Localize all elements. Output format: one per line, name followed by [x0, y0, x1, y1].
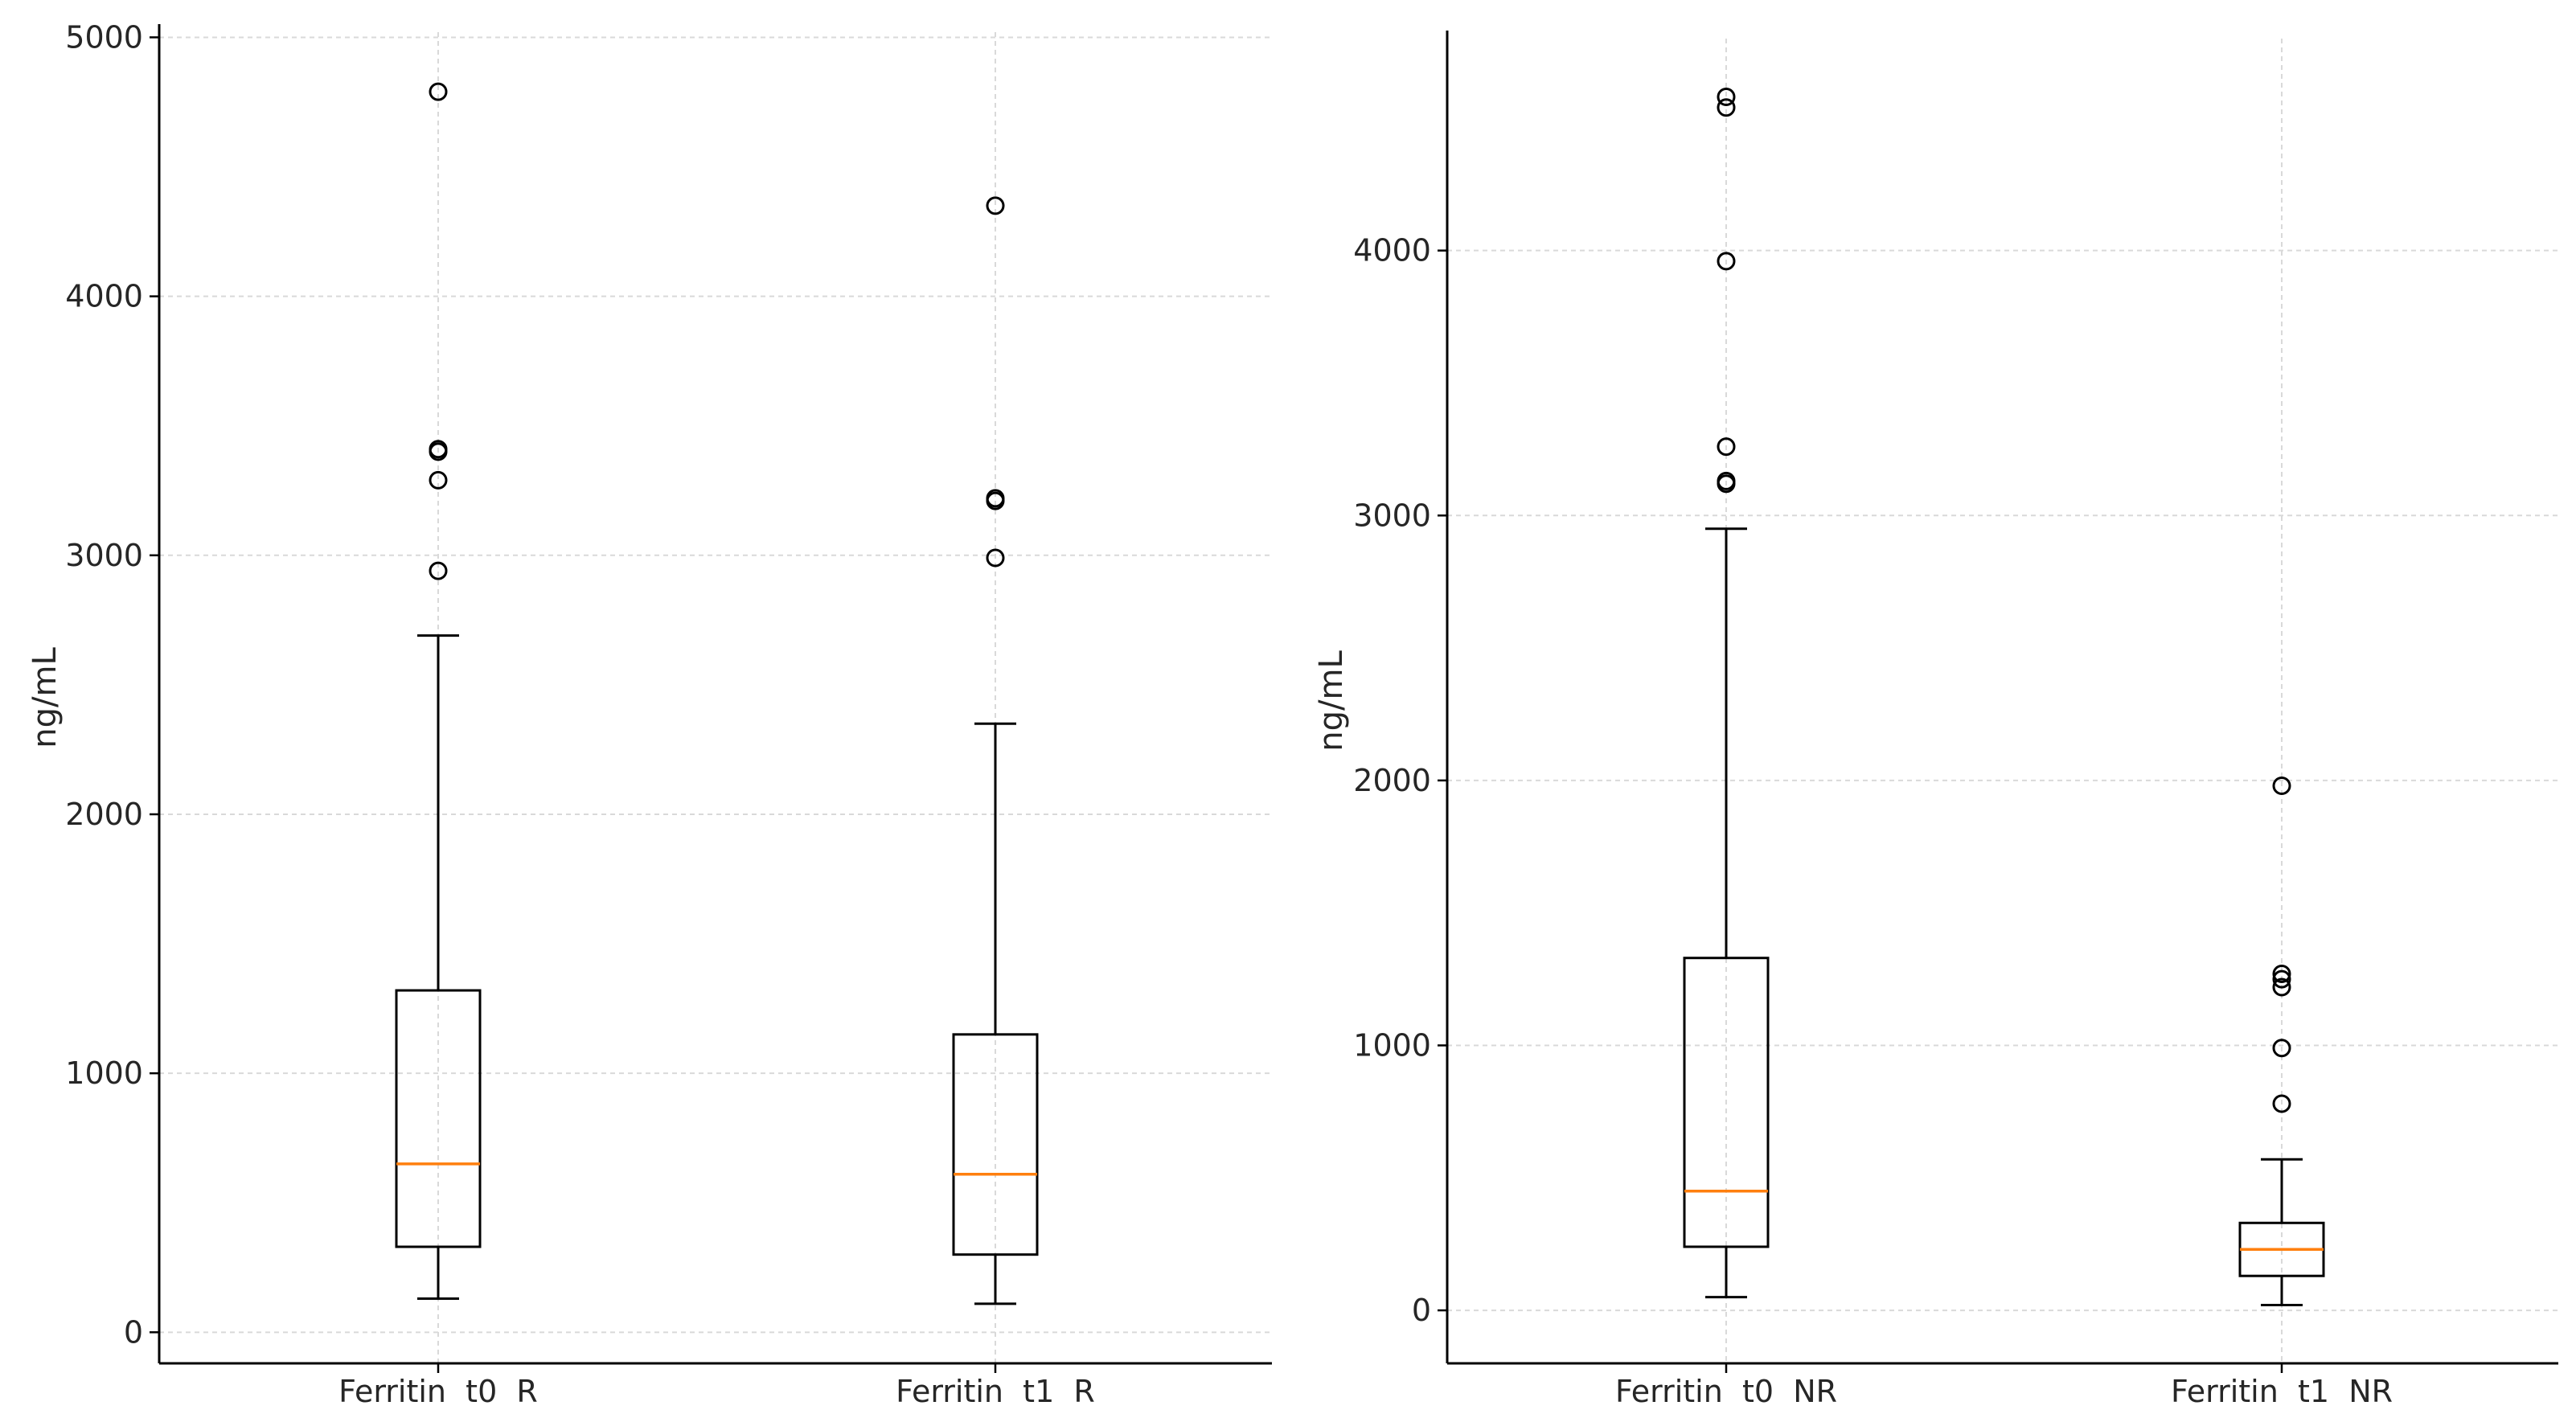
box-2	[952, 196, 1039, 1305]
box-1	[395, 82, 482, 1300]
outlier-point	[2272, 964, 2291, 983]
y-tick-label: 1000	[1353, 1027, 1431, 1063]
chart-panel-2: 0 1000 2000 3000 4000 ng/mL Ferritin t0 NR Ferr…	[1313, 31, 2558, 1409]
y-tick-label: 1000	[65, 1055, 143, 1091]
outlier-point	[986, 196, 1005, 215]
outlier-point	[986, 548, 1005, 568]
iqr-box	[1683, 957, 1770, 1248]
outlier-point	[1717, 98, 1736, 117]
box-1	[1683, 88, 1770, 1299]
outlier-point	[1717, 471, 1736, 490]
outlier-point	[429, 470, 448, 490]
outlier-point	[429, 561, 448, 580]
outlier-point	[2272, 1094, 2291, 1113]
x-tick-label: Ferritin t1 R	[896, 1374, 1095, 1409]
x-tick-label: Ferritin t1 NR	[2171, 1374, 2393, 1409]
y-tick-label: 3000	[1353, 498, 1431, 533]
outlier-point	[429, 440, 448, 459]
outlier-point	[2272, 969, 2291, 989]
y-tick-label: 4000	[65, 279, 143, 314]
x-tick-label: Ferritin t0 R	[338, 1374, 538, 1409]
iqr-box	[952, 1033, 1039, 1256]
y-tick-label: 5000	[65, 19, 143, 55]
outlier-point	[2272, 776, 2291, 795]
chart-panel-1: 0 1000 2000 3000 4000 5000 ng/mL Ferritin t0 R F…	[27, 19, 1272, 1409]
outlier-point	[429, 82, 448, 101]
iqr-box	[395, 989, 482, 1248]
y-tick-label: 2000	[65, 797, 143, 832]
outlier-point	[1717, 88, 1736, 107]
y-tick-label: 2000	[1353, 763, 1431, 798]
outlier-point	[986, 489, 1005, 508]
outlier-point	[1717, 252, 1736, 271]
outlier-point	[2272, 977, 2291, 997]
outlier-point	[2272, 1039, 2291, 1058]
y-tick-label: 0	[124, 1314, 143, 1350]
y-axis-title: ng/mL	[1313, 650, 1350, 752]
y-axis-title: ng/mL	[27, 647, 64, 748]
box-2	[2238, 776, 2325, 1306]
outlier-point	[1717, 437, 1736, 457]
y-tick-label: 3000	[65, 538, 143, 573]
y-tick-label: 0	[1412, 1293, 1431, 1328]
x-tick-label: Ferritin t0 NR	[1615, 1374, 1837, 1409]
y-tick-label: 4000	[1353, 233, 1431, 268]
